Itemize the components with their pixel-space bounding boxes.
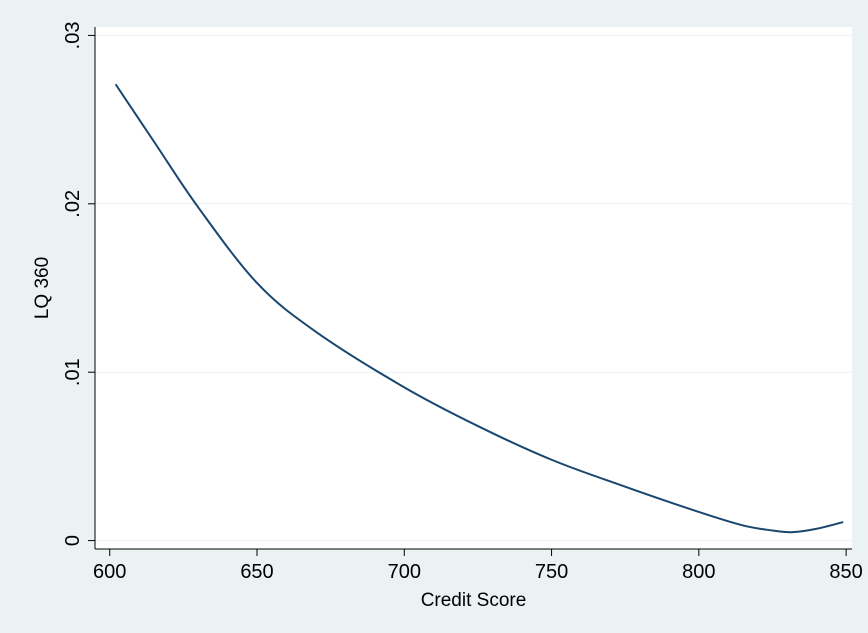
x-tick-label: 750	[535, 561, 568, 583]
x-axis: 600 650 700 750 800 850	[93, 548, 863, 583]
plot-area	[95, 27, 852, 549]
y-tick-label: .02	[62, 190, 84, 218]
y-tick-label: .03	[62, 22, 84, 50]
y-axis: 0 .01 .02 .03	[62, 22, 96, 549]
grid-lines	[95, 34, 852, 542]
x-tick-label: 600	[93, 561, 126, 583]
x-tick-label: 850	[829, 561, 862, 583]
series-line	[114, 83, 844, 534]
y-tick-label: 0	[62, 535, 84, 546]
x-tick-label: 650	[240, 561, 273, 583]
y-axis-title: LQ 360	[32, 257, 53, 319]
x-tick-label: 800	[682, 561, 715, 583]
x-axis-title: Credit Score	[421, 590, 527, 611]
series-layer	[114, 83, 844, 534]
x-tick-label: 700	[388, 561, 421, 583]
y-tick-label: .01	[62, 358, 84, 386]
